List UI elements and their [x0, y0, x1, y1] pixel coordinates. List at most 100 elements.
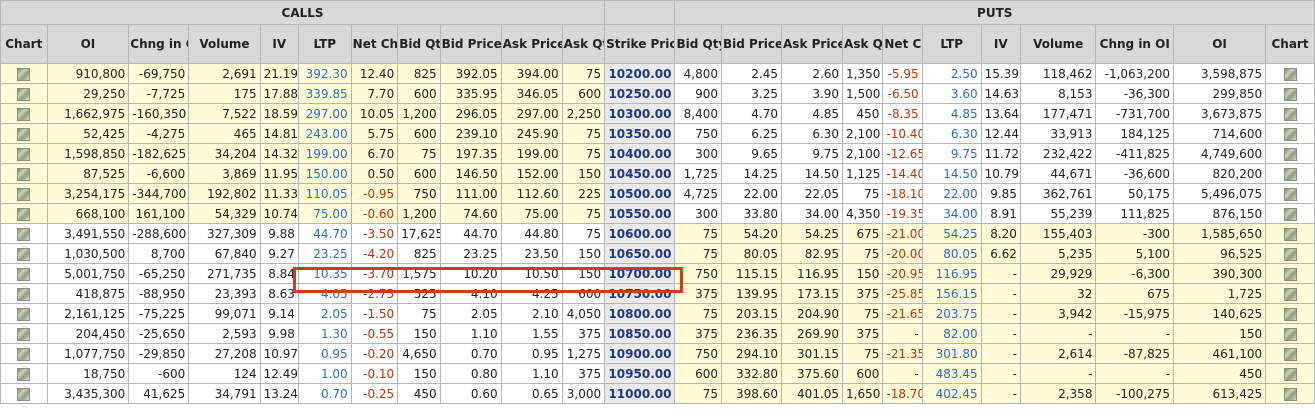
calls-col-volume[interactable]: Volume	[188, 24, 261, 64]
chart-icon[interactable]	[1283, 387, 1297, 401]
put-chart-cell[interactable]	[1265, 303, 1315, 324]
calls-ltp-cell[interactable]: 150.00	[297, 163, 352, 184]
puts-ltp-cell[interactable]: 4.85	[921, 103, 982, 124]
calls-ltp-cell[interactable]: 10.35	[297, 263, 352, 284]
call-chart-cell[interactable]	[0, 103, 48, 124]
calls-ltp-cell[interactable]: 1.30	[297, 323, 352, 344]
calls-ltp-cell[interactable]: 1.00	[297, 363, 352, 384]
chart-icon[interactable]	[17, 107, 31, 121]
call-chart-cell[interactable]	[0, 163, 48, 184]
chart-icon[interactable]	[17, 67, 31, 81]
call-chart-cell[interactable]	[0, 143, 48, 164]
puts-ltp-cell[interactable]: 402.45	[921, 383, 982, 404]
puts-ltp-cell[interactable]: 80.05	[921, 243, 982, 264]
chart-icon[interactable]	[17, 147, 31, 161]
chart-icon[interactable]	[1283, 127, 1297, 141]
puts-ltp-cell[interactable]: 116.95	[921, 263, 982, 284]
calls-ltp-cell[interactable]: 4.05	[297, 283, 352, 304]
puts-col-net-chng[interactable]: Net Chng	[882, 24, 923, 64]
chart-icon[interactable]	[1283, 107, 1297, 121]
chart-icon[interactable]	[1283, 187, 1297, 201]
calls-ltp-cell[interactable]: 0.70	[297, 383, 352, 404]
calls-ltp-cell[interactable]: 339.85	[297, 83, 352, 104]
strike-price-cell[interactable]: 10600.00	[604, 223, 676, 244]
put-chart-cell[interactable]	[1265, 223, 1315, 244]
calls-ltp-cell[interactable]: 297.00	[297, 103, 352, 124]
calls-ltp-cell[interactable]: 110.05	[297, 183, 352, 204]
chart-icon[interactable]	[17, 127, 31, 141]
chart-icon[interactable]	[1283, 347, 1297, 361]
call-chart-cell[interactable]	[0, 383, 48, 404]
puts-col-chng-oi[interactable]: Chng in OI	[1095, 24, 1175, 64]
puts-ltp-cell[interactable]: 156.15	[921, 283, 982, 304]
puts-col-oi[interactable]: OI	[1173, 24, 1267, 64]
calls-col-ltp[interactable]: LTP	[297, 24, 352, 64]
chart-icon[interactable]	[17, 367, 31, 381]
col-strike-price[interactable]: Strike Price	[604, 24, 676, 64]
strike-price-cell[interactable]: 10450.00	[604, 163, 676, 184]
chart-icon[interactable]	[1283, 167, 1297, 181]
call-chart-cell[interactable]	[0, 263, 48, 284]
chart-icon[interactable]	[1283, 287, 1297, 301]
strike-price-cell[interactable]: 10500.00	[604, 183, 676, 204]
calls-ltp-cell[interactable]: 243.00	[297, 123, 352, 144]
call-chart-cell[interactable]	[0, 243, 48, 264]
strike-price-cell[interactable]: 10800.00	[604, 303, 676, 324]
calls-ltp-cell[interactable]: 392.30	[297, 63, 352, 84]
chart-icon[interactable]	[1283, 67, 1297, 81]
puts-ltp-cell[interactable]: 301.80	[921, 343, 982, 364]
call-chart-cell[interactable]	[0, 283, 48, 304]
puts-ltp-cell[interactable]: 2.50	[921, 63, 982, 84]
chart-icon[interactable]	[1283, 227, 1297, 241]
strike-price-cell[interactable]: 11000.00	[604, 383, 676, 404]
chart-icon[interactable]	[17, 267, 31, 281]
puts-ltp-cell[interactable]: 9.75	[921, 143, 982, 164]
call-chart-cell[interactable]	[0, 203, 48, 224]
calls-ltp-cell[interactable]: 199.00	[297, 143, 352, 164]
calls-col-iv[interactable]: IV	[259, 24, 299, 64]
puts-col-bid-price[interactable]: Bid Price	[721, 24, 783, 64]
put-chart-cell[interactable]	[1265, 123, 1315, 144]
strike-price-cell[interactable]: 10900.00	[604, 343, 676, 364]
put-chart-cell[interactable]	[1265, 243, 1315, 264]
chart-icon[interactable]	[17, 227, 31, 241]
call-chart-cell[interactable]	[0, 83, 48, 104]
chart-icon[interactable]	[1283, 87, 1297, 101]
strike-price-cell[interactable]: 10400.00	[604, 143, 676, 164]
call-chart-cell[interactable]	[0, 223, 48, 244]
call-chart-cell[interactable]	[0, 123, 48, 144]
puts-col-bid-qty[interactable]: Bid Qty	[674, 24, 723, 64]
puts-ltp-cell[interactable]: 34.00	[921, 203, 982, 224]
put-chart-cell[interactable]	[1265, 103, 1315, 124]
puts-col-ask-qty[interactable]: Ask Qty	[842, 24, 884, 64]
calls-col-ask-price[interactable]: Ask Price	[500, 24, 563, 64]
calls-col-net-chng[interactable]: Net Chng	[350, 24, 399, 64]
calls-ltp-cell[interactable]: 2.05	[297, 303, 352, 324]
strike-price-cell[interactable]: 10700.00	[604, 263, 676, 284]
strike-price-cell[interactable]: 10300.00	[604, 103, 676, 124]
calls-col-chng-oi[interactable]: Chng in OI	[128, 24, 190, 64]
put-chart-cell[interactable]	[1265, 363, 1315, 384]
put-chart-cell[interactable]	[1265, 283, 1315, 304]
strike-price-cell[interactable]: 10550.00	[604, 203, 676, 224]
call-chart-cell[interactable]	[0, 363, 48, 384]
put-chart-cell[interactable]	[1265, 343, 1315, 364]
strike-price-cell[interactable]: 10250.00	[604, 83, 676, 104]
calls-col-bid-price[interactable]: Bid Price	[439, 24, 502, 64]
calls-ltp-cell[interactable]: 0.95	[297, 343, 352, 364]
put-chart-cell[interactable]	[1265, 383, 1315, 404]
chart-icon[interactable]	[1283, 147, 1297, 161]
puts-ltp-cell[interactable]: 6.30	[921, 123, 982, 144]
strike-price-cell[interactable]: 10200.00	[604, 63, 676, 84]
puts-col-chart[interactable]: Chart	[1265, 24, 1315, 64]
put-chart-cell[interactable]	[1265, 143, 1315, 164]
chart-icon[interactable]	[17, 247, 31, 261]
puts-col-ask-price[interactable]: Ask Price	[781, 24, 844, 64]
call-chart-cell[interactable]	[0, 343, 48, 364]
puts-col-volume[interactable]: Volume	[1019, 24, 1097, 64]
puts-ltp-cell[interactable]: 82.00	[921, 323, 982, 344]
chart-icon[interactable]	[1283, 327, 1297, 341]
chart-icon[interactable]	[17, 187, 31, 201]
strike-price-cell[interactable]: 10750.00	[604, 283, 676, 304]
calls-ltp-cell[interactable]: 44.70	[297, 223, 352, 244]
